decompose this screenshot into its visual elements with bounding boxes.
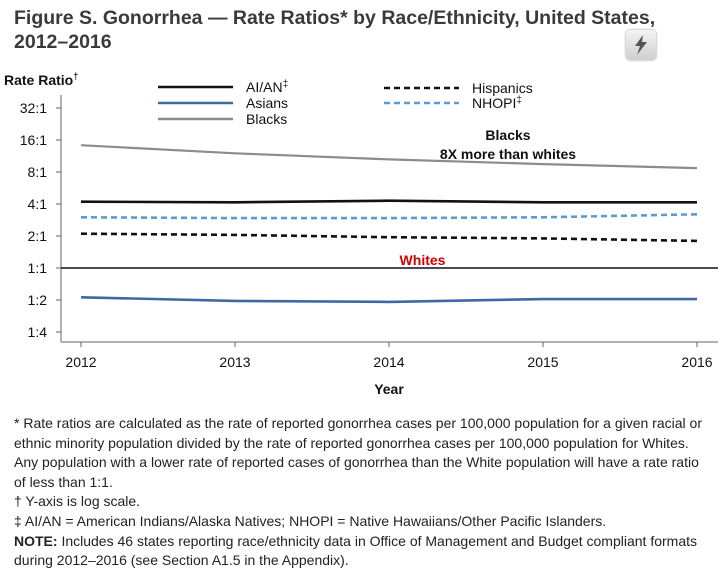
figure-title-line1: Figure S. Gonorrhea — Rate Ratios* by Ra…	[14, 7, 656, 29]
y-tick-label: 1:2	[28, 292, 48, 308]
x-axis-label: Year	[374, 381, 404, 397]
x-tick-label: 2015	[527, 354, 558, 370]
y-axis-label: Rate Ratio†	[4, 71, 78, 88]
footnote-log-scale: † Y-axis is log scale.	[14, 493, 141, 510]
x-tick-label: 2012	[65, 354, 96, 370]
annotation-line1: Blacks	[485, 127, 530, 143]
x-tick-label: 2014	[373, 354, 404, 370]
footnote-abbreviations: ‡ AI/AN = American Indians/Alaska Native…	[14, 512, 607, 529]
y-tick-label: 1:4	[28, 324, 48, 340]
legend-label: Blacks	[246, 111, 287, 127]
series-line-blacks	[80, 144, 698, 170]
legend-label: NHOPI‡	[472, 95, 522, 111]
series-line-nhopi	[80, 213, 698, 220]
footnote-rate-ratio: * Rate ratios are calculated as the rate…	[14, 415, 702, 490]
legend-label: AI/AN‡	[246, 79, 288, 95]
x-ticks: 2012 2013 2014 2015 2016	[65, 342, 713, 370]
note-label: NOTE:	[14, 532, 58, 549]
y-tick-label: 2:1	[28, 228, 48, 244]
annotation-line2: 8X more than whites	[440, 146, 576, 162]
footnotes: * Rate ratios are calculated as the rate…	[14, 414, 714, 571]
y-tick-label: 16:1	[20, 132, 47, 148]
note-text: Includes 46 states reporting race/ethnic…	[14, 532, 697, 569]
series-line-asians	[80, 296, 697, 304]
x-tick-label: 2016	[681, 354, 712, 370]
whites-reference-label: Whites	[400, 252, 446, 268]
y-ticks: 32:1 16:1 8:1 4:1 2:1 1:1 1:2 1:4	[20, 100, 61, 340]
lightning-icon[interactable]	[626, 30, 656, 60]
series-line-aian	[80, 199, 697, 204]
x-tick-label: 2013	[219, 354, 250, 370]
y-tick-label: 8:1	[28, 164, 48, 180]
legend-label: Hispanics	[472, 80, 533, 96]
legend-label: Asians	[246, 95, 288, 111]
figure-title: Figure S. Gonorrhea — Rate Ratios* by Ra…	[14, 6, 714, 54]
y-tick-label: 4:1	[28, 196, 48, 212]
y-tick-label: 32:1	[20, 100, 47, 116]
footnote-note: NOTE: Includes 46 states reporting race/…	[14, 532, 714, 571]
figure-title-line2: 2012–2016	[14, 31, 112, 53]
y-tick-label: 1:1	[28, 260, 48, 276]
series-line-hispanics	[80, 232, 698, 243]
rate-ratio-chart: Rate Ratio† 32:1 16:1 8:1 4:1 2:1 1:1 1:2 1:4 2…	[4, 71, 718, 397]
series-layer	[80, 144, 698, 304]
